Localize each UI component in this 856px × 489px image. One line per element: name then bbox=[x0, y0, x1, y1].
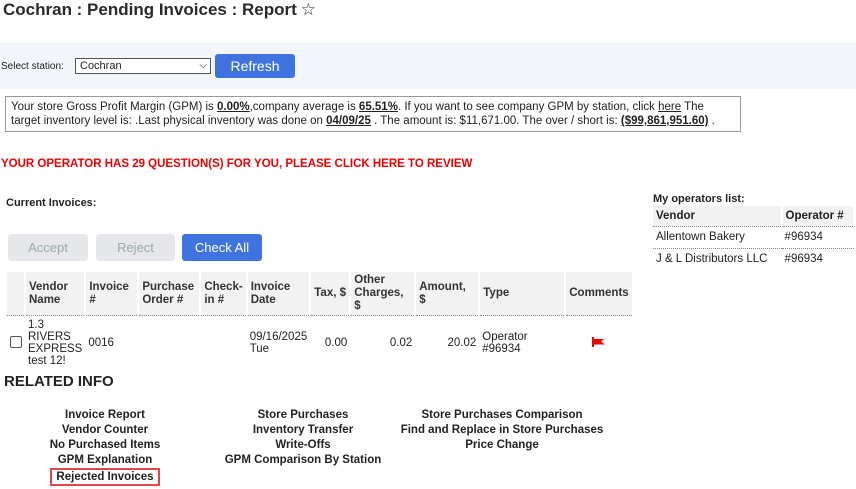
link-store-purchases-comparison[interactable]: Store Purchases Comparison bbox=[421, 409, 583, 421]
link-gpm-explanation[interactable]: GPM Explanation bbox=[57, 454, 153, 466]
star-icon[interactable]: ☆ bbox=[300, 0, 317, 19]
link-invoice-report[interactable]: Invoice Report bbox=[65, 409, 145, 421]
refresh-button[interactable]: Refresh bbox=[215, 54, 295, 78]
invoices-table: Vendor Name Invoice # Purchase Order # C… bbox=[7, 272, 634, 370]
table-row: J & L Distributors LLC #96934 bbox=[656, 253, 823, 266]
link-write-offs[interactable]: Write-Offs bbox=[275, 439, 331, 451]
over-short-link[interactable]: ($99,861,951.60) bbox=[620, 115, 709, 127]
link-inventory-transfer[interactable]: Inventory Transfer bbox=[252, 424, 354, 436]
operator-questions-alert[interactable]: YOUR OPERATOR HAS 29 QUESTION(S) FOR YOU… bbox=[1, 158, 473, 170]
related-info-title: RELATED INFO bbox=[4, 373, 114, 390]
table-row: Allentown Bakery #96934 bbox=[653, 226, 854, 249]
table-row: 1.3 RIVERS EXPRESS test 12! 0016 09/16/2… bbox=[7, 316, 633, 371]
link-store-purchases[interactable]: Store Purchases bbox=[257, 409, 349, 421]
table-header: Vendor Name Invoice # Purchase Order # C… bbox=[7, 272, 634, 316]
operators-table: Vendor Operator # Allentown Bakery #96934 … bbox=[653, 206, 856, 270]
related-links-col2: Store Purchases Inventory Transfer Write… bbox=[213, 408, 393, 468]
inventory-date-link[interactable]: 04/09/25 bbox=[326, 115, 371, 127]
station-select[interactable]: Cochran ⌵ bbox=[75, 58, 211, 74]
related-links-col1: Invoice Report Vendor Counter No Purchas… bbox=[45, 408, 165, 486]
gpm-by-station-link[interactable]: here bbox=[658, 101, 682, 113]
gpm-info-box: Your store Gross Profit Margin (GPM) is … bbox=[5, 96, 741, 132]
link-rejected-invoices[interactable]: Rejected Invoices bbox=[50, 468, 160, 486]
gpm-value[interactable]: 0.00% bbox=[217, 101, 250, 113]
page-title: Cochran : Pending Invoices : Report ☆ bbox=[3, 0, 317, 19]
link-find-replace[interactable]: Find and Replace in Store Purchases bbox=[400, 424, 604, 436]
link-no-purchased-items[interactable]: No Purchased Items bbox=[49, 439, 161, 451]
reject-button[interactable]: Reject bbox=[96, 234, 175, 261]
link-gpm-comparison[interactable]: GPM Comparison By Station bbox=[224, 454, 382, 466]
operators-list-title: My operators list: bbox=[653, 193, 745, 205]
chevron-down-icon: ⌵ bbox=[199, 60, 207, 71]
link-vendor-counter[interactable]: Vendor Counter bbox=[61, 424, 149, 436]
red-flag-icon[interactable] bbox=[591, 336, 606, 347]
current-invoices-title: Current Invoices: bbox=[6, 197, 97, 209]
station-label: Select station: bbox=[1, 61, 64, 72]
check-all-button[interactable]: Check All bbox=[182, 234, 262, 261]
accept-button[interactable]: Accept bbox=[8, 234, 88, 261]
company-average[interactable]: 65.51% bbox=[358, 101, 398, 113]
link-price-change[interactable]: Price Change bbox=[465, 439, 539, 451]
row-checkbox[interactable] bbox=[10, 335, 22, 348]
related-links-col3: Store Purchases Comparison Find and Repl… bbox=[392, 408, 612, 453]
